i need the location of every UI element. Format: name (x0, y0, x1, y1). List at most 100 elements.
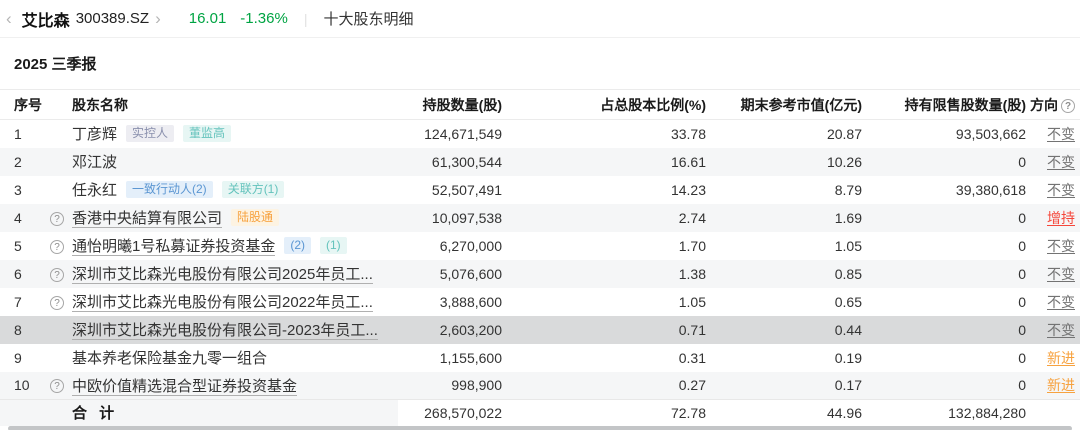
direction-link[interactable]: 不变 (1047, 125, 1075, 142)
shares-held: 1,155,600 (439, 349, 502, 366)
pct-of-capital: 0.31 (678, 349, 706, 366)
row-number: 1 (14, 125, 22, 142)
direction-link[interactable]: 不变 (1047, 181, 1075, 198)
pct-of-capital: 0.71 (678, 321, 706, 338)
direction-link[interactable]: 新进 (1047, 349, 1075, 366)
table-row: 6 ? 深圳市艾比森光电股份有限公司2025年员工... 5,076,600 1… (0, 259, 1080, 288)
total-restricted: 132,884,280 (948, 404, 1026, 421)
back-chevron-icon[interactable]: ‹ (6, 9, 12, 28)
help-icon[interactable]: ? (50, 267, 64, 282)
shares-held: 998,900 (451, 377, 502, 394)
divider: | (303, 10, 308, 27)
shareholders-table: 序号 股东名称 持股数量(股) 占总股本比例(%) 期末参考市值(亿元) 持有限… (0, 89, 1080, 426)
total-shares: 268,570,022 (424, 404, 502, 421)
help-icon[interactable]: ? (50, 379, 64, 394)
shareholder-tag[interactable]: (1) (320, 237, 347, 254)
table-row: 4 ? 香港中央結算有限公司 陆股通 10,097,538 2.74 1.69 0… (0, 203, 1080, 232)
shareholder-name[interactable]: 中欧价值精选混合型证券投资基金 (72, 377, 298, 396)
market-value: 10.26 (826, 153, 862, 170)
shareholder-name[interactable]: 深圳市艾比森光电股份有限公司2022年员工... (72, 294, 373, 312)
shareholder-tag[interactable]: (2) (284, 237, 312, 254)
col-header-value: 期末参考市值(亿元) (740, 96, 862, 113)
shares-held: 10,097,538 (431, 209, 502, 226)
shareholder-name[interactable]: 丁彦辉 (72, 126, 118, 144)
page-title: 十大股东明细 (323, 11, 414, 28)
total-label: 合 计 (72, 399, 398, 426)
restricted-shares: 0 (1018, 237, 1026, 254)
restricted-shares: 0 (1018, 321, 1026, 338)
row-number: 5 (14, 237, 22, 254)
restricted-shares: 0 (1018, 153, 1026, 170)
top-bar: ‹ 艾比森 300389.SZ › 16.01 -1.36% | 十大股东明细 (0, 0, 1080, 38)
table-row: 7 ? 深圳市艾比森光电股份有限公司2022年员工... 3,888,600 1… (0, 288, 1080, 316)
shares-held: 61,300,544 (431, 153, 502, 170)
help-icon[interactable]: ? (50, 239, 64, 254)
market-value: 0.17 (834, 377, 862, 394)
col-header-help-spacer (42, 90, 72, 120)
total-row: 合 计 268,570,022 72.78 44.96 132,884,280 (0, 399, 1080, 426)
row-number: 9 (14, 349, 22, 366)
col-header-shares: 持股数量(股) (422, 96, 502, 113)
shareholder-name[interactable]: 邓江波 (72, 154, 118, 171)
restricted-shares: 93,503,662 (955, 125, 1026, 142)
col-header-name: 股东名称 (72, 96, 128, 113)
row-number: 8 (14, 321, 22, 338)
shares-held: 3,888,600 (439, 293, 502, 310)
shareholder-name[interactable]: 深圳市艾比森光电股份有限公司2025年员工... (72, 266, 373, 284)
stock-code: 300389.SZ (75, 10, 150, 27)
col-header-direction: 方向? (1026, 90, 1080, 120)
direction-link[interactable]: 新进 (1047, 377, 1075, 394)
direction-link[interactable]: 不变 (1047, 237, 1075, 254)
table-row: 5 ? 通怡明曦1号私募证券投资基金 (2) (1) 6,270,000 1.70 … (0, 232, 1080, 260)
shareholder-tag[interactable]: 一致行动人(2) (126, 181, 213, 198)
forward-chevron-icon[interactable]: › (155, 9, 161, 28)
help-icon[interactable]: ? (50, 211, 64, 226)
total-value: 44.96 (826, 404, 862, 421)
shareholder-name[interactable]: 香港中央結算有限公司 (72, 210, 223, 228)
row-number: 2 (14, 153, 22, 170)
market-value: 1.69 (834, 209, 862, 226)
shareholder-name[interactable]: 通怡明曦1号私募证券投资基金 (72, 238, 276, 256)
help-icon[interactable]: ? (50, 295, 64, 310)
shareholder-name[interactable]: 深圳市艾比森光电股份有限公司-2023年员工... (72, 322, 378, 340)
shares-held: 5,076,600 (439, 265, 502, 282)
report-period-title: 2025 三季报 (14, 56, 97, 73)
direction-help-icon[interactable]: ? (1061, 98, 1075, 113)
market-value: 0.85 (834, 265, 862, 282)
direction-link[interactable]: 不变 (1047, 265, 1075, 282)
direction-link[interactable]: 不变 (1047, 293, 1075, 310)
row-number: 4 (14, 209, 22, 226)
restricted-shares: 0 (1018, 377, 1026, 394)
shareholder-name[interactable]: 基本养老保险基金九零一组合 (72, 350, 268, 367)
market-value: 0.19 (834, 349, 862, 366)
shareholder-tag[interactable]: 关联方(1) (221, 181, 285, 198)
stock-change-percent: -1.36% (240, 10, 288, 27)
pct-of-capital: 1.70 (678, 237, 706, 254)
direction-link[interactable]: 不变 (1047, 321, 1075, 338)
shareholder-tag[interactable]: 实控人 (126, 125, 175, 143)
direction-link[interactable]: 增持 (1047, 209, 1075, 226)
shareholder-name[interactable]: 任永红 (72, 182, 118, 199)
pct-of-capital: 1.38 (678, 265, 706, 282)
market-value: 0.65 (834, 293, 862, 310)
col-header-restricted: 持有限售股数量(股) (904, 96, 1026, 113)
market-value: 1.05 (834, 237, 862, 254)
pct-of-capital: 1.05 (678, 293, 706, 310)
horizontal-scrollbar-thumb[interactable] (8, 425, 1072, 430)
pct-of-capital: 33.78 (670, 125, 706, 142)
col-header-pct: 占总股本比例(%) (600, 96, 706, 113)
row-number: 6 (14, 265, 22, 282)
total-spacer (42, 399, 72, 426)
direction-link[interactable]: 不变 (1047, 153, 1075, 170)
restricted-shares: 0 (1018, 293, 1026, 310)
shareholder-tag[interactable]: 陆股通 (231, 209, 280, 226)
shares-held: 52,507,491 (431, 181, 502, 198)
shareholder-tag[interactable]: 董监高 (183, 125, 232, 143)
stock-name[interactable]: 艾比森 (21, 12, 70, 30)
table-row: 10 ? 中欧价值精选混合型证券投资基金 998,900 0.27 0.17 0… (0, 371, 1080, 400)
market-value: 20.87 (826, 125, 862, 142)
table-row: 9 ? 基本养老保险基金九零一组合 1,155,600 0.31 0.19 0 … (0, 344, 1080, 372)
total-pct: 72.78 (670, 404, 706, 421)
